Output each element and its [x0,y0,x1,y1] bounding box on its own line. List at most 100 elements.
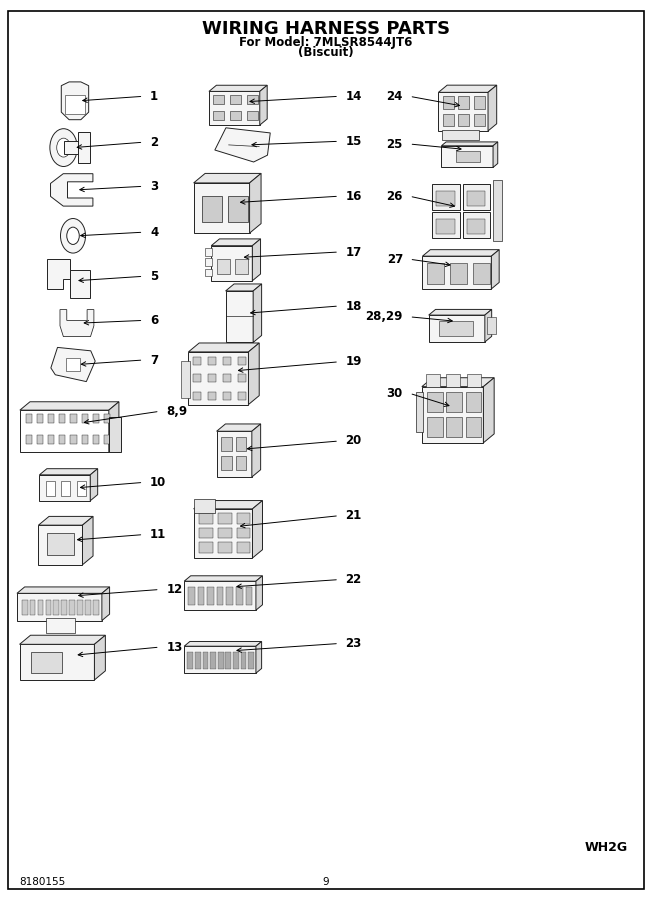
Polygon shape [226,284,261,291]
Polygon shape [184,642,261,646]
Bar [429,315,485,342]
Text: 18: 18 [346,300,362,312]
Text: 11: 11 [150,528,166,541]
Bar [78,132,91,163]
Bar [443,113,454,126]
Text: 24: 24 [387,90,403,103]
Text: 9: 9 [323,877,329,887]
Bar [53,599,59,615]
Bar [194,183,250,233]
Bar [447,417,462,437]
Bar [31,652,63,672]
Bar [104,413,110,423]
Polygon shape [102,587,110,621]
Text: 15: 15 [346,135,362,148]
Polygon shape [422,249,499,256]
Bar [202,196,222,222]
Bar [458,96,469,109]
Bar [463,184,490,210]
Bar [69,599,75,615]
Bar [20,410,109,452]
Bar [466,392,481,412]
Bar [65,95,85,114]
Bar [427,392,443,412]
Bar [26,435,32,444]
Polygon shape [194,500,263,508]
Text: 5: 5 [150,270,158,283]
Text: WH2G: WH2G [585,842,628,854]
Polygon shape [493,142,497,167]
Bar [82,435,87,444]
Polygon shape [256,576,262,610]
Bar [38,526,83,565]
Bar [237,527,250,538]
Text: 8,9: 8,9 [166,405,187,418]
Polygon shape [256,642,261,673]
Polygon shape [259,86,267,125]
Bar [205,268,213,276]
Bar [184,646,256,673]
Bar [109,417,121,452]
Bar [82,413,87,423]
Bar [38,599,44,615]
Bar [208,356,216,365]
Bar [205,248,213,256]
Bar [64,141,85,154]
Bar [93,435,98,444]
Bar [209,92,259,125]
Bar [432,184,460,210]
Text: 6: 6 [150,314,158,327]
Bar [246,587,252,605]
Bar [447,392,462,412]
Bar [466,417,481,437]
Bar [194,499,215,513]
Polygon shape [429,310,492,315]
Polygon shape [194,174,261,183]
Bar [198,587,204,605]
Polygon shape [253,284,261,342]
Bar [463,212,490,238]
Text: 20: 20 [346,435,362,447]
Bar [85,599,91,615]
Polygon shape [209,86,267,92]
Circle shape [50,129,78,166]
Bar [427,417,443,437]
Polygon shape [17,587,110,593]
Polygon shape [82,517,93,565]
Bar [200,513,213,524]
Bar [210,652,216,669]
Bar [67,357,80,372]
Bar [193,392,201,400]
Bar [17,593,102,621]
Bar [226,291,253,342]
Bar [226,652,231,669]
Bar [487,317,496,334]
Bar [217,259,230,274]
Bar [216,431,252,477]
Text: 17: 17 [346,246,362,258]
Polygon shape [483,378,494,443]
Polygon shape [211,238,261,246]
Bar [93,413,98,423]
Bar [218,527,231,538]
Polygon shape [438,86,497,93]
Bar [39,475,90,500]
Text: 12: 12 [166,583,183,596]
Bar [228,196,248,222]
Text: For Model: 7MLSR8544JT6: For Model: 7MLSR8544JT6 [239,36,413,49]
Bar [223,356,231,365]
Bar [59,413,65,423]
Bar [494,180,502,240]
Text: 8180155: 8180155 [20,877,66,887]
Bar [93,599,99,615]
Bar [436,220,454,234]
Bar [203,652,209,669]
Bar [474,96,485,109]
Bar [238,392,246,400]
Bar [59,435,65,444]
Bar [238,356,246,365]
Polygon shape [488,86,497,130]
Bar [61,599,67,615]
Text: 16: 16 [346,190,362,203]
Bar [432,212,460,238]
